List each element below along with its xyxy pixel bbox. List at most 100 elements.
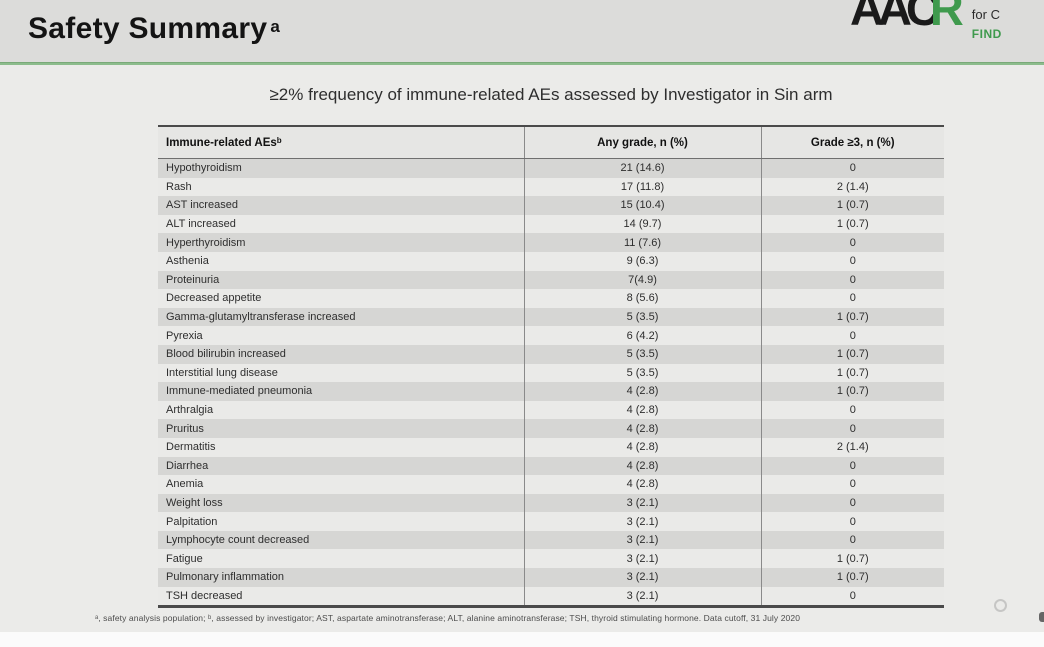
aacr-logo-tagline-top: for C [971, 7, 1000, 22]
grade3-cell: 0 [760, 400, 944, 420]
footnote: ᵃ, safety analysis population; ᵇ, assess… [95, 613, 801, 623]
table-row: Anemia 4 (2.8) 0 [158, 475, 944, 494]
column-header-grade3: Grade ≥3, n (%) [760, 126, 944, 159]
any-grade-cell: 11 (7.6) [523, 233, 761, 252]
any-grade-cell: 3 (2.1) [523, 493, 761, 513]
any-grade-cell: 15 (10.4) [523, 196, 761, 215]
table-row: Dermatitis 4 (2.8) 2 (1.4) [158, 437, 944, 457]
any-grade-cell: 4 (2.8) [523, 400, 761, 420]
column-header-ae-superscript: b [276, 136, 282, 145]
ae-name-cell: Pyrexia [166, 329, 203, 342]
table-row: Pruritus 4 (2.8) 0 [158, 419, 944, 438]
ae-name-cell: Diarrhea [166, 459, 209, 472]
grade3-cell: 0 [760, 530, 944, 550]
table-row: Pyrexia 6 (4.2) 0 [158, 326, 944, 345]
aacr-logo-green-letter: R [929, 0, 964, 35]
table-row: Fatigue 3 (2.1) 1 (0.7) [158, 549, 944, 569]
page-title-text: Safety Summary [28, 12, 268, 45]
ae-name-cell: Pruritus [166, 422, 204, 435]
grade3-cell: 0 [760, 586, 944, 607]
any-grade-cell: 9 (6.3) [523, 251, 761, 271]
column-header-ae-text: Immune-related AEs [166, 137, 277, 149]
ae-name-cell: Weight loss [166, 496, 223, 509]
table-row: Blood bilirubin increased 5 (3.5) 1 (0.7) [158, 344, 944, 364]
any-grade-cell: 3 (2.1) [523, 512, 761, 531]
ae-name-cell: Arthralgia [166, 404, 214, 417]
any-grade-cell: 4 (2.8) [523, 419, 761, 438]
table-row: Proteinuria 7(4.9) 0 [158, 270, 944, 290]
grade3-cell: 2 (1.4) [760, 177, 944, 197]
table-row: Asthenia 9 (6.3) 0 [158, 251, 944, 271]
grade3-cell: 2 (1.4) [760, 437, 944, 457]
any-grade-cell: 4 (2.8) [523, 382, 761, 401]
faint-watermark-icon [994, 599, 1007, 612]
any-grade-cell: 3 (2.1) [523, 586, 761, 607]
grade3-cell: 0 [760, 512, 944, 531]
grade3-cell: 0 [760, 326, 944, 345]
grade3-cell: 0 [760, 493, 944, 513]
table-row: Weight loss 3 (2.1) 0 [158, 493, 944, 513]
any-grade-cell: 14 (9.7) [523, 214, 761, 234]
ae-name-cell: Interstitial lung disease [166, 366, 278, 379]
grade3-cell: 0 [760, 289, 944, 308]
any-grade-cell: 5 (3.5) [523, 344, 761, 364]
any-grade-cell: 4 (2.8) [523, 437, 761, 457]
column-header-ae: Immune-related AEsb [158, 126, 524, 159]
grade3-cell: 0 [760, 270, 944, 290]
grade3-cell: 0 [760, 456, 944, 476]
table-row: Immune-mediated pneumonia 4 (2.8) 1 (0.7) [158, 382, 944, 401]
grade3-cell: 1 (0.7) [760, 549, 944, 569]
any-grade-cell: 4 (2.8) [523, 475, 761, 494]
ae-name-cell: AST increased [166, 199, 238, 212]
any-grade-cell: 5 (3.5) [523, 307, 761, 327]
ae-name-cell: Pulmonary inflammation [166, 571, 284, 584]
ae-name-cell: Gamma-glutamyltransferase increased [166, 311, 356, 324]
ae-name-cell: TSH decreased [166, 589, 243, 602]
table-row: Hypothyroidism 21 (14.6) 0 [158, 158, 944, 178]
table-row: Diarrhea 4 (2.8) 0 [158, 456, 944, 476]
grade3-cell: 1 (0.7) [760, 568, 944, 587]
ae-name-cell: Lymphocyte count decreased [166, 534, 310, 547]
aacr-logo-tagline: for C FIND [972, 0, 1002, 43]
any-grade-cell: 3 (2.1) [523, 549, 761, 569]
ae-name-cell: Immune-mediated pneumonia [166, 385, 313, 398]
aacr-logo-black-letters: AAC [850, 0, 940, 35]
header-bar: Safety Summary a AACR for C FIND [0, 0, 1044, 62]
ae-name-cell: Blood bilirubin increased [166, 348, 286, 361]
table-row: Lymphocyte count decreased 3 (2.1) 0 [158, 530, 944, 550]
any-grade-cell: 21 (14.6) [523, 158, 761, 178]
ae-name-cell: ALT increased [166, 218, 236, 231]
table-row: ALT increased 14 (9.7) 1 (0.7) [158, 214, 944, 234]
table-row: Interstitial lung disease 5 (3.5) 1 (0.7) [158, 363, 944, 383]
edge-artifact-mark [1039, 612, 1044, 622]
grade3-cell: 0 [760, 475, 944, 494]
green-divider-line [0, 62, 1044, 66]
grade3-cell: 0 [760, 419, 944, 438]
grade3-cell: 0 [760, 251, 944, 271]
grade3-cell: 0 [760, 158, 944, 178]
table-row: Arthralgia 4 (2.8) 0 [158, 400, 944, 420]
any-grade-cell: 6 (4.2) [523, 326, 761, 345]
table-caption: ≥2% frequency of immune-related AEs asse… [269, 85, 833, 104]
ae-name-cell: Fatigue [166, 552, 203, 565]
grade3-cell: 1 (0.7) [760, 382, 944, 401]
table-header-row: Immune-related AEsb Any grade, n (%) Gra… [158, 126, 944, 159]
page-title-superscript: a [270, 17, 281, 36]
table-row: Gamma-glutamyltransferase increased 5 (3.… [158, 307, 944, 327]
any-grade-cell: 3 (2.1) [523, 530, 761, 550]
grade3-cell: 0 [760, 233, 944, 252]
ae-name-cell: Proteinuria [166, 273, 220, 286]
ae-name-cell: Hypothyroidism [166, 162, 242, 175]
any-grade-cell: 17 (11.8) [523, 177, 761, 197]
column-header-any-grade: Any grade, n (%) [523, 126, 761, 159]
any-grade-cell: 4 (2.8) [523, 456, 761, 476]
any-grade-cell: 8 (5.6) [523, 289, 761, 308]
ae-name-cell: Rash [166, 180, 192, 193]
ae-name-cell: Asthenia [166, 255, 209, 268]
grade3-cell: 1 (0.7) [760, 214, 944, 234]
table-row: Decreased appetite 8 (5.6) 0 [158, 289, 944, 308]
bottom-strip [0, 633, 1044, 647]
table-row: Hyperthyroidism 11 (7.6) 0 [158, 233, 944, 252]
grade3-cell: 1 (0.7) [760, 196, 944, 215]
table-row: Pulmonary inflammation 3 (2.1) 1 (0.7) [158, 568, 944, 587]
